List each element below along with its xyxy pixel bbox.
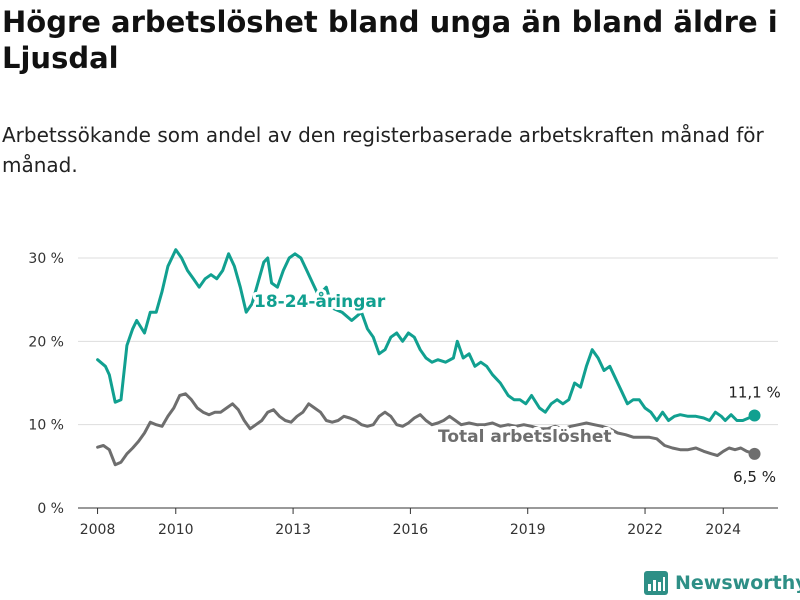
x-tick-label: 2022 [627,522,663,538]
gridlines [78,257,778,426]
y-tick-label: 0 % [37,501,64,517]
end-value-label-total: 6,5 % [733,468,776,486]
x-tick-label: 2024 [705,522,741,538]
chart-subtitle: Arbetssökande som andel av den registerb… [2,123,764,177]
y-tick-label: 30 % [28,251,64,267]
newsworthy-chart-logo-icon [644,571,668,595]
y-tick-label: 20 % [28,334,64,350]
end-point-young [748,409,761,422]
x-tick-label: 2008 [80,522,116,538]
series-label-young: 18-24-åringar [254,290,386,312]
end-point-total [748,447,761,460]
x-tick-label: 2019 [510,522,546,538]
brand-name: Newsworthy [675,572,800,594]
series-labels: 18-24-åringar Total arbetslöshet 11,1 % 6,5… [251,287,781,486]
series-line-young [96,248,756,422]
series-line-total [96,392,756,467]
series-label-total: Total arbetslöshet [438,427,612,447]
x-tick-label: 2010 [158,522,194,538]
x-tick-label: 2013 [275,522,311,538]
series-lines [96,248,761,467]
x-tick-label: 2016 [393,522,429,538]
chart-title: Högre arbetslöshet bland unga än bland ä… [2,5,778,75]
end-value-label-young: 11,1 % [728,384,780,402]
y-tick-label: 10 % [28,418,64,434]
newsworthy-logo: Newsworthy [644,568,800,598]
axes: 0 % 10 % 20 % 30 % 2008 2010 2013 2016 2019 2022 2… [28,251,778,538]
